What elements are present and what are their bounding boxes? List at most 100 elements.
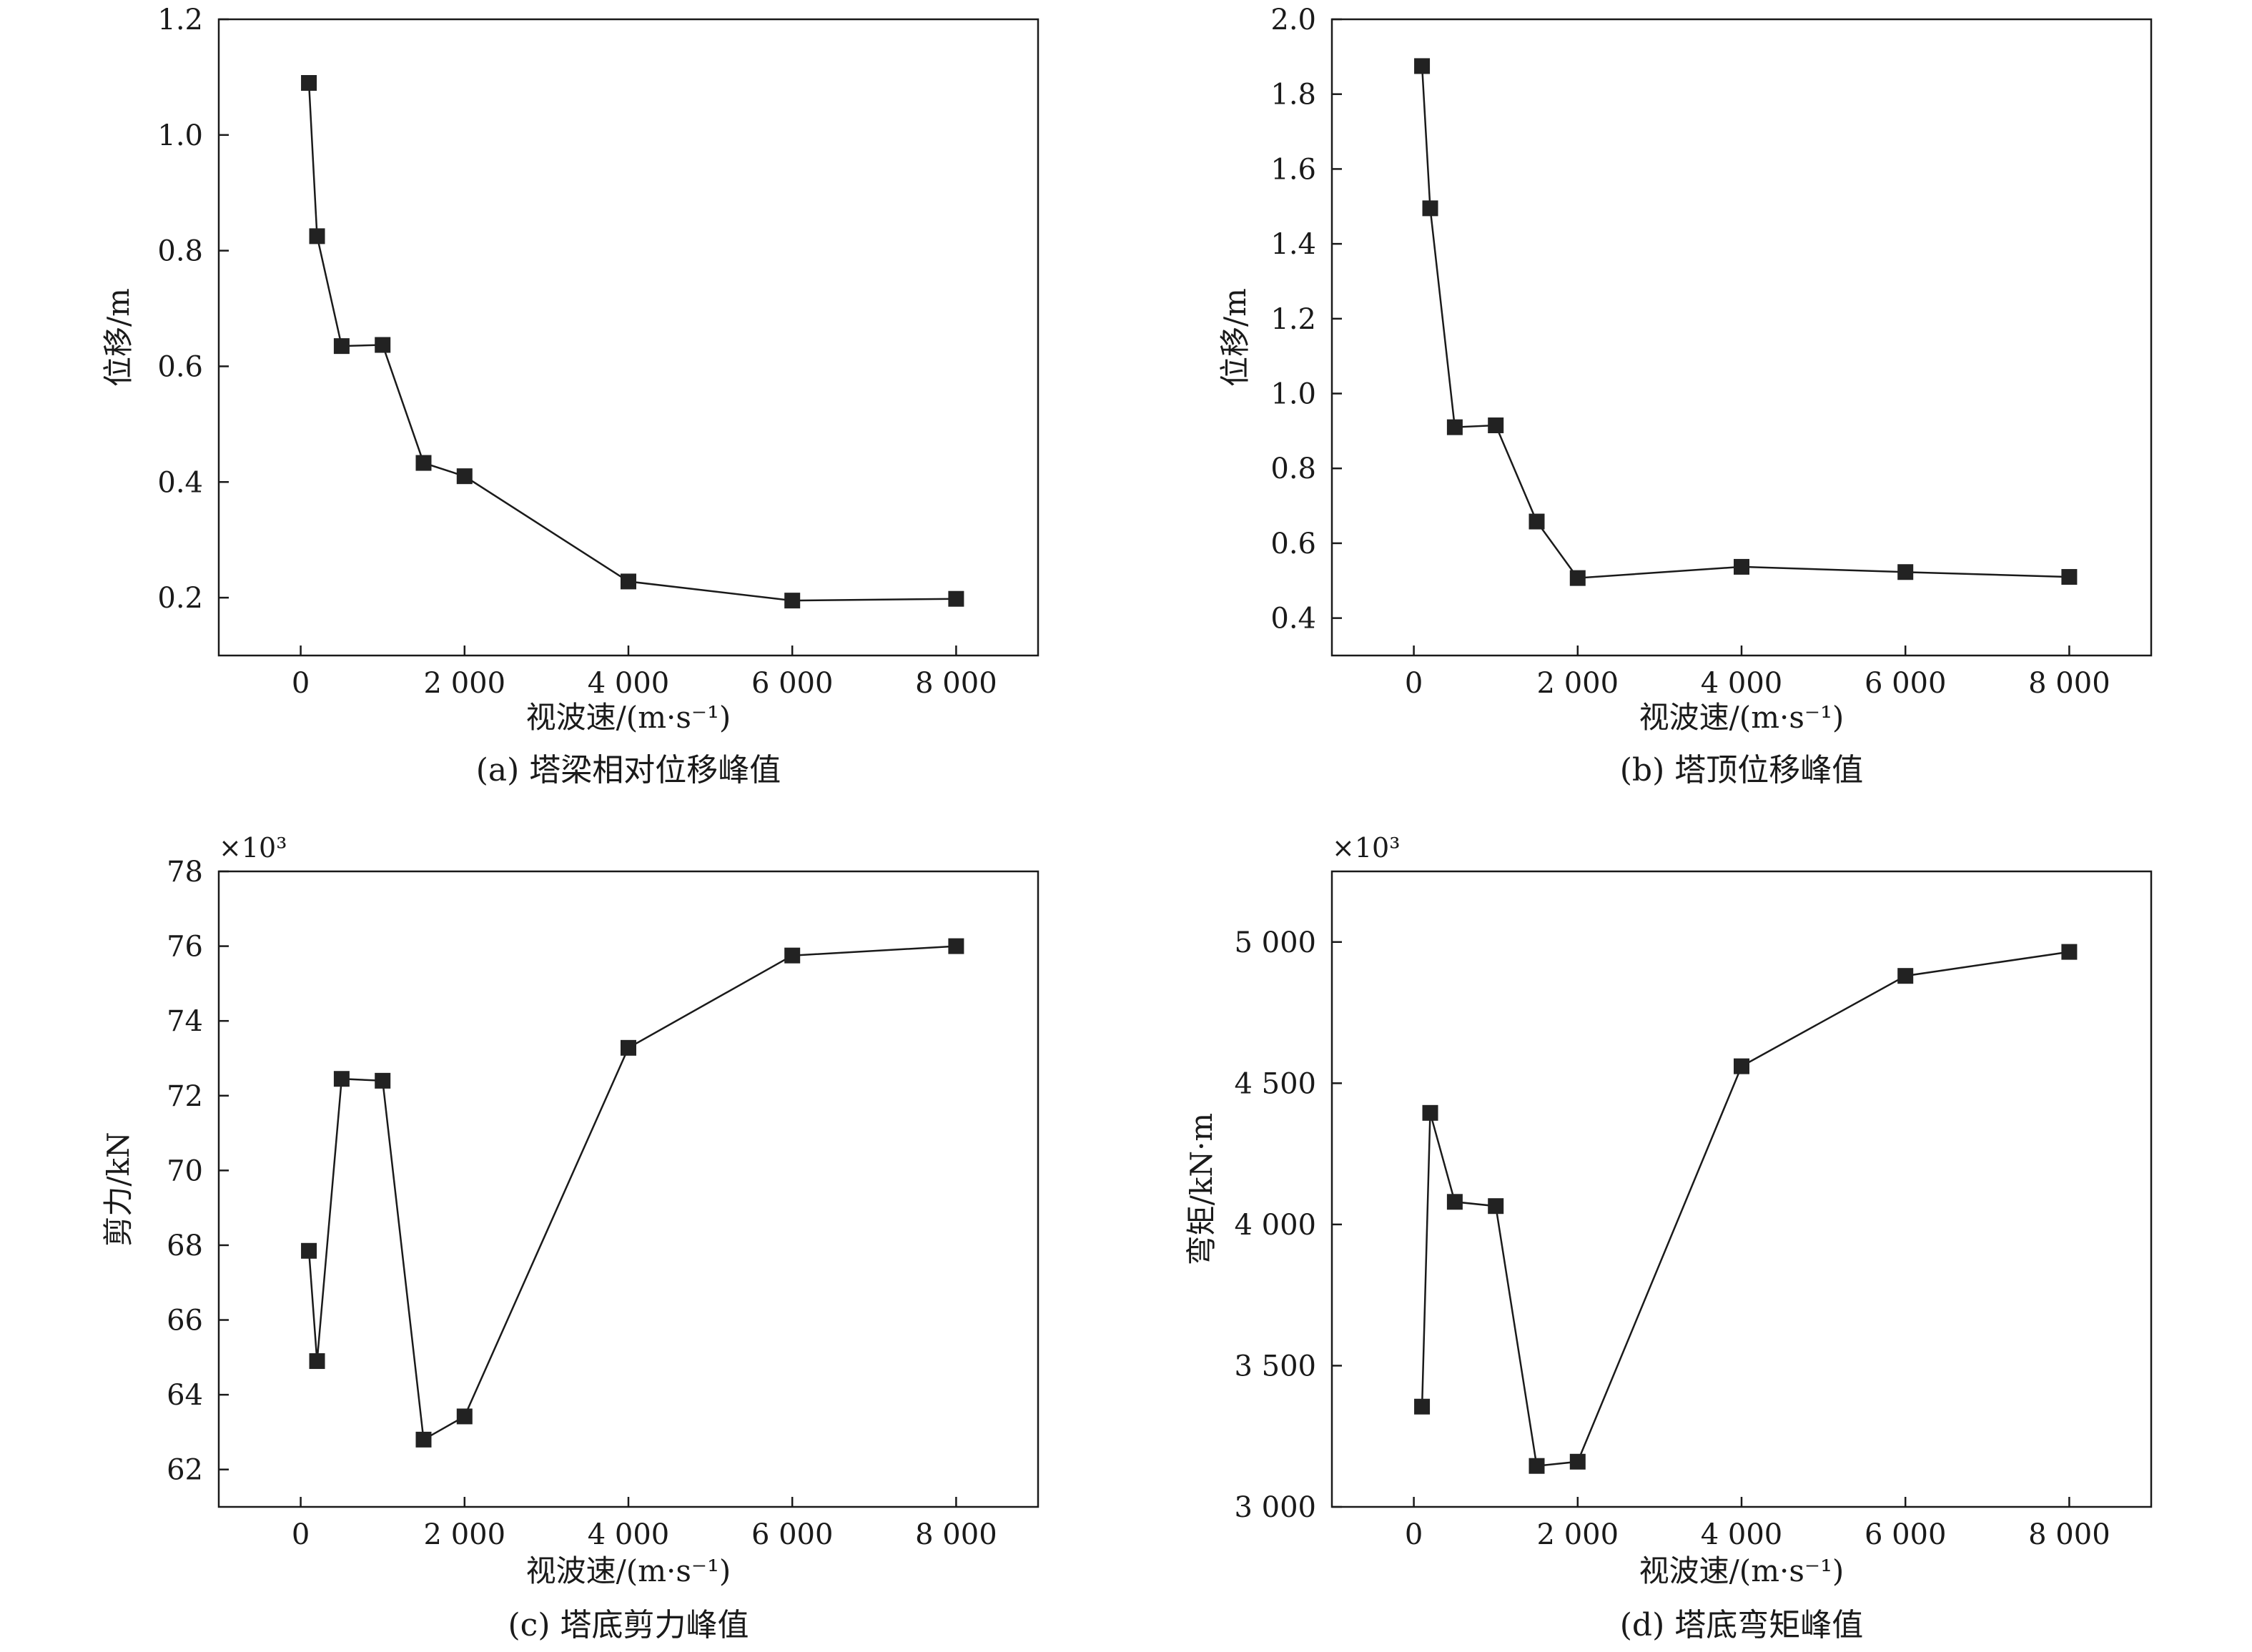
y-tick-label: 4 500 [1234, 1067, 1316, 1100]
axis-multiplier: ×10³ [219, 832, 287, 864]
y-tick-label: 72 [167, 1080, 203, 1113]
plot-frame [217, 18, 1039, 657]
data-point [621, 1039, 636, 1056]
data-point [1422, 200, 1438, 217]
y-tick-label: 0.8 [157, 235, 203, 268]
y-tick-label: 0.6 [1270, 528, 1316, 560]
data-point [1734, 558, 1749, 575]
y-tick-label: 0.8 [1270, 452, 1316, 485]
x-tick-label: 2 000 [424, 1518, 506, 1551]
data-point [1488, 1198, 1504, 1215]
plot-frame [1330, 870, 2153, 1508]
y-tick-label: 1.0 [157, 119, 203, 152]
data-point [1414, 1398, 1431, 1415]
data-point [784, 947, 801, 964]
y-axis-label: 剪力/kN [101, 1132, 136, 1246]
data-point [309, 228, 325, 244]
data-point [375, 337, 391, 353]
x-tick-label: 8 000 [915, 667, 997, 700]
panel-caption: (c) 塔底剪力峰值 [508, 1607, 749, 1643]
y-tick-label: 74 [167, 1005, 203, 1038]
data-point [1422, 1104, 1438, 1121]
data-point [301, 75, 317, 91]
data-point [301, 1242, 317, 1259]
data-point [621, 573, 636, 590]
series-line [1421, 66, 2070, 579]
data-point [1897, 564, 1914, 580]
data-point [456, 1408, 473, 1425]
y-tick-label: 76 [167, 931, 203, 964]
y-tick-label: 62 [167, 1454, 203, 1487]
data-point [1734, 1058, 1749, 1074]
series-line [1421, 951, 2070, 1468]
x-tick-label: 6 000 [1865, 667, 1947, 700]
y-tick-label: 4 000 [1234, 1209, 1316, 1242]
y-tick-label: 3 500 [1234, 1350, 1316, 1383]
data-point [309, 1353, 325, 1370]
x-tick-label: 8 000 [2028, 1518, 2110, 1551]
data-point [1897, 968, 1914, 984]
y-tick-label: 1.2 [1270, 303, 1316, 336]
data-point [1569, 1453, 1586, 1470]
axis-multiplier: ×10³ [1332, 832, 1400, 864]
x-tick-label: 6 000 [751, 1518, 834, 1551]
x-tick-label: 2 000 [1537, 1518, 1619, 1551]
x-tick-label: 2 000 [1537, 667, 1619, 700]
data-point [333, 338, 350, 355]
plot-frame [217, 870, 1039, 1508]
data-point [1446, 1194, 1463, 1210]
data-point [333, 1071, 350, 1087]
y-tick-label: 1.8 [1270, 79, 1316, 112]
y-tick-label: 1.2 [157, 4, 203, 36]
data-point [415, 1431, 432, 1448]
panel-caption: (b) 塔顶位移峰值 [1620, 752, 1863, 788]
chart-panel: 0 2 000 4 000 6 000 8 000 3 000 3 500 4 000 4 50… [1184, 832, 2153, 1643]
data-point [415, 455, 432, 471]
x-tick-label: 0 [292, 1518, 310, 1551]
y-tick-label: 70 [167, 1154, 203, 1187]
x-tick-label: 4 000 [588, 1518, 670, 1551]
x-tick-label: 4 000 [588, 667, 670, 700]
data-point [1488, 417, 1504, 434]
y-tick-label: 0.2 [157, 582, 203, 615]
data-point [784, 593, 801, 609]
data-point [1569, 570, 1586, 586]
x-axis-label: 视波速/(m·s⁻¹) [1639, 1553, 1844, 1588]
data-point [948, 590, 964, 607]
panel-caption: (a) 塔梁相对位移峰值 [476, 752, 781, 788]
y-axis-label: 弯矩/kN·m [1184, 1113, 1219, 1266]
y-tick-label: 68 [167, 1230, 203, 1262]
panel-caption: (d) 塔底弯矩峰值 [1620, 1607, 1863, 1643]
data-point [1446, 419, 1463, 435]
x-tick-label: 0 [292, 667, 310, 700]
x-axis-label: 视波速/(m·s⁻¹) [526, 1553, 731, 1588]
data-point [2061, 569, 2078, 585]
x-tick-label: 6 000 [1865, 1518, 1947, 1551]
x-tick-label: 8 000 [2028, 667, 2110, 700]
y-tick-label: 1.0 [1270, 378, 1316, 411]
y-tick-label: 0.6 [157, 350, 203, 383]
x-tick-label: 2 000 [424, 667, 506, 700]
y-tick-label: 78 [167, 856, 203, 889]
y-tick-label: 0.4 [1270, 603, 1316, 635]
y-tick-label: 64 [167, 1379, 203, 1412]
series-line [307, 82, 957, 602]
x-tick-label: 6 000 [751, 667, 834, 700]
data-point [1414, 58, 1431, 74]
y-tick-label: 0.4 [157, 466, 203, 499]
y-tick-label: 1.4 [1270, 228, 1316, 261]
x-tick-label: 4 000 [1701, 1518, 1783, 1551]
y-tick-label: 1.6 [1270, 153, 1316, 186]
chart-panel: 0 2 000 4 000 6 000 8 000 62 64 66 68 70 72 74 76 78 ×… [101, 832, 1039, 1643]
y-tick-label: 3 000 [1234, 1491, 1316, 1524]
data-point [1529, 1458, 1545, 1474]
data-point [2061, 944, 2078, 960]
x-tick-label: 0 [1405, 1518, 1423, 1551]
chart-panel: 0 2 000 4 000 6 000 8 000 0.2 0.4 0.6 0.8 1.0 1.2 视… [101, 4, 1039, 788]
data-point [1529, 513, 1545, 530]
series-line [307, 945, 957, 1441]
data-point [948, 938, 964, 954]
data-point [456, 468, 473, 485]
